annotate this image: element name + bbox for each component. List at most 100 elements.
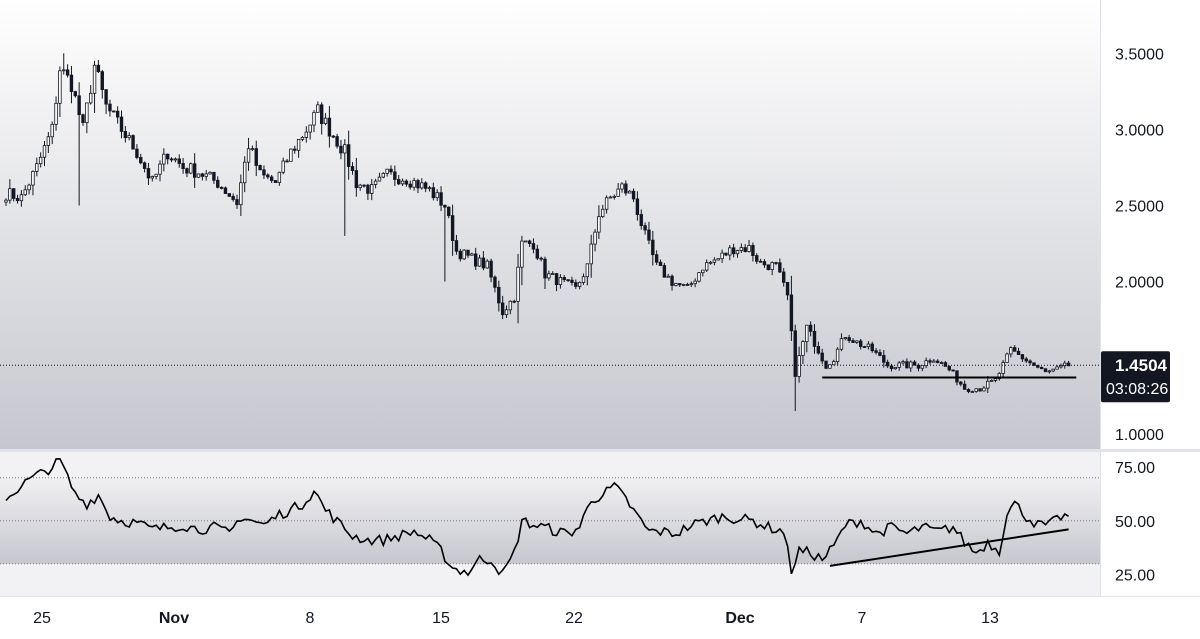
candle <box>131 134 135 150</box>
candle <box>38 152 43 168</box>
candle <box>262 165 266 179</box>
candle <box>685 282 690 286</box>
candle <box>208 171 212 175</box>
candle <box>293 145 297 154</box>
candle <box>100 69 104 99</box>
candle <box>154 173 158 180</box>
candle <box>258 164 262 171</box>
candle <box>231 193 235 202</box>
candle <box>350 162 355 175</box>
candle <box>450 204 455 256</box>
time-tick-label: 8 <box>306 610 315 627</box>
candle <box>85 102 89 134</box>
time-tick-label: 25 <box>33 610 51 627</box>
candle <box>400 178 405 186</box>
candle <box>319 102 324 135</box>
candle <box>346 130 351 180</box>
candle <box>512 299 516 304</box>
candle <box>666 273 670 278</box>
candle <box>851 338 855 344</box>
candle <box>439 186 443 212</box>
candle <box>108 99 112 117</box>
rsi-tick-label: 25.00 <box>1115 568 1155 585</box>
candle <box>189 162 193 175</box>
candle <box>1059 363 1063 369</box>
candle <box>959 380 963 387</box>
candle <box>1051 368 1055 373</box>
candle <box>824 360 828 370</box>
candle <box>339 139 343 160</box>
candle <box>31 170 35 196</box>
candle <box>839 333 844 352</box>
candle <box>27 183 31 195</box>
time-tick-label: Dec <box>725 610 754 627</box>
candle <box>943 361 948 367</box>
candle <box>470 252 474 256</box>
candle <box>173 157 178 163</box>
candle <box>843 336 847 341</box>
candle <box>570 276 574 286</box>
candle <box>485 259 489 269</box>
candle <box>235 194 239 209</box>
candle <box>169 157 174 163</box>
candle <box>454 234 459 255</box>
candle <box>674 282 678 287</box>
candle <box>920 365 924 372</box>
candle <box>658 259 663 266</box>
candle <box>581 273 586 285</box>
candle <box>628 190 632 194</box>
candle <box>466 249 470 258</box>
candle <box>508 300 513 315</box>
candle <box>204 170 208 181</box>
candle <box>651 230 655 266</box>
candle <box>1005 352 1009 363</box>
candle <box>647 221 651 245</box>
candle <box>835 347 840 365</box>
candle <box>65 64 70 78</box>
rsi-trendline[interactable] <box>829 528 1069 567</box>
candle <box>739 243 744 254</box>
candle <box>639 209 643 230</box>
candle <box>192 153 197 188</box>
candle <box>266 173 270 180</box>
candle <box>974 388 978 393</box>
price-pane[interactable] <box>0 0 1100 449</box>
candle <box>423 181 428 193</box>
candle <box>1028 359 1032 366</box>
candle <box>774 261 778 266</box>
candle <box>19 190 24 207</box>
candle <box>277 171 282 186</box>
pane-divider[interactable] <box>0 449 1200 452</box>
rsi-tick-label: 50.00 <box>1115 514 1155 531</box>
time-tick-label: 15 <box>432 610 450 627</box>
candle <box>947 365 951 372</box>
bar-countdown: 03:08:26 <box>1106 381 1168 398</box>
candle <box>924 357 928 369</box>
candle <box>150 175 154 182</box>
candle <box>146 163 151 186</box>
candle <box>912 360 917 366</box>
candle <box>54 96 58 131</box>
candle <box>708 260 713 265</box>
candle <box>104 89 108 115</box>
candle <box>354 157 359 197</box>
candle <box>50 121 54 145</box>
candle <box>882 350 886 368</box>
candle <box>142 161 147 173</box>
rsi-tick-label: 75.00 <box>1115 460 1155 477</box>
candle <box>296 139 301 158</box>
candle <box>289 148 293 162</box>
candle <box>312 110 316 133</box>
candle <box>196 173 201 178</box>
candle <box>323 113 328 126</box>
candle <box>69 65 74 104</box>
candle <box>982 385 986 392</box>
candle <box>246 137 251 171</box>
candle <box>385 168 389 177</box>
candle <box>712 257 717 266</box>
candle <box>223 186 228 194</box>
candle <box>1016 347 1021 355</box>
candle <box>643 222 647 235</box>
candle <box>1036 364 1040 369</box>
candle <box>458 248 462 262</box>
